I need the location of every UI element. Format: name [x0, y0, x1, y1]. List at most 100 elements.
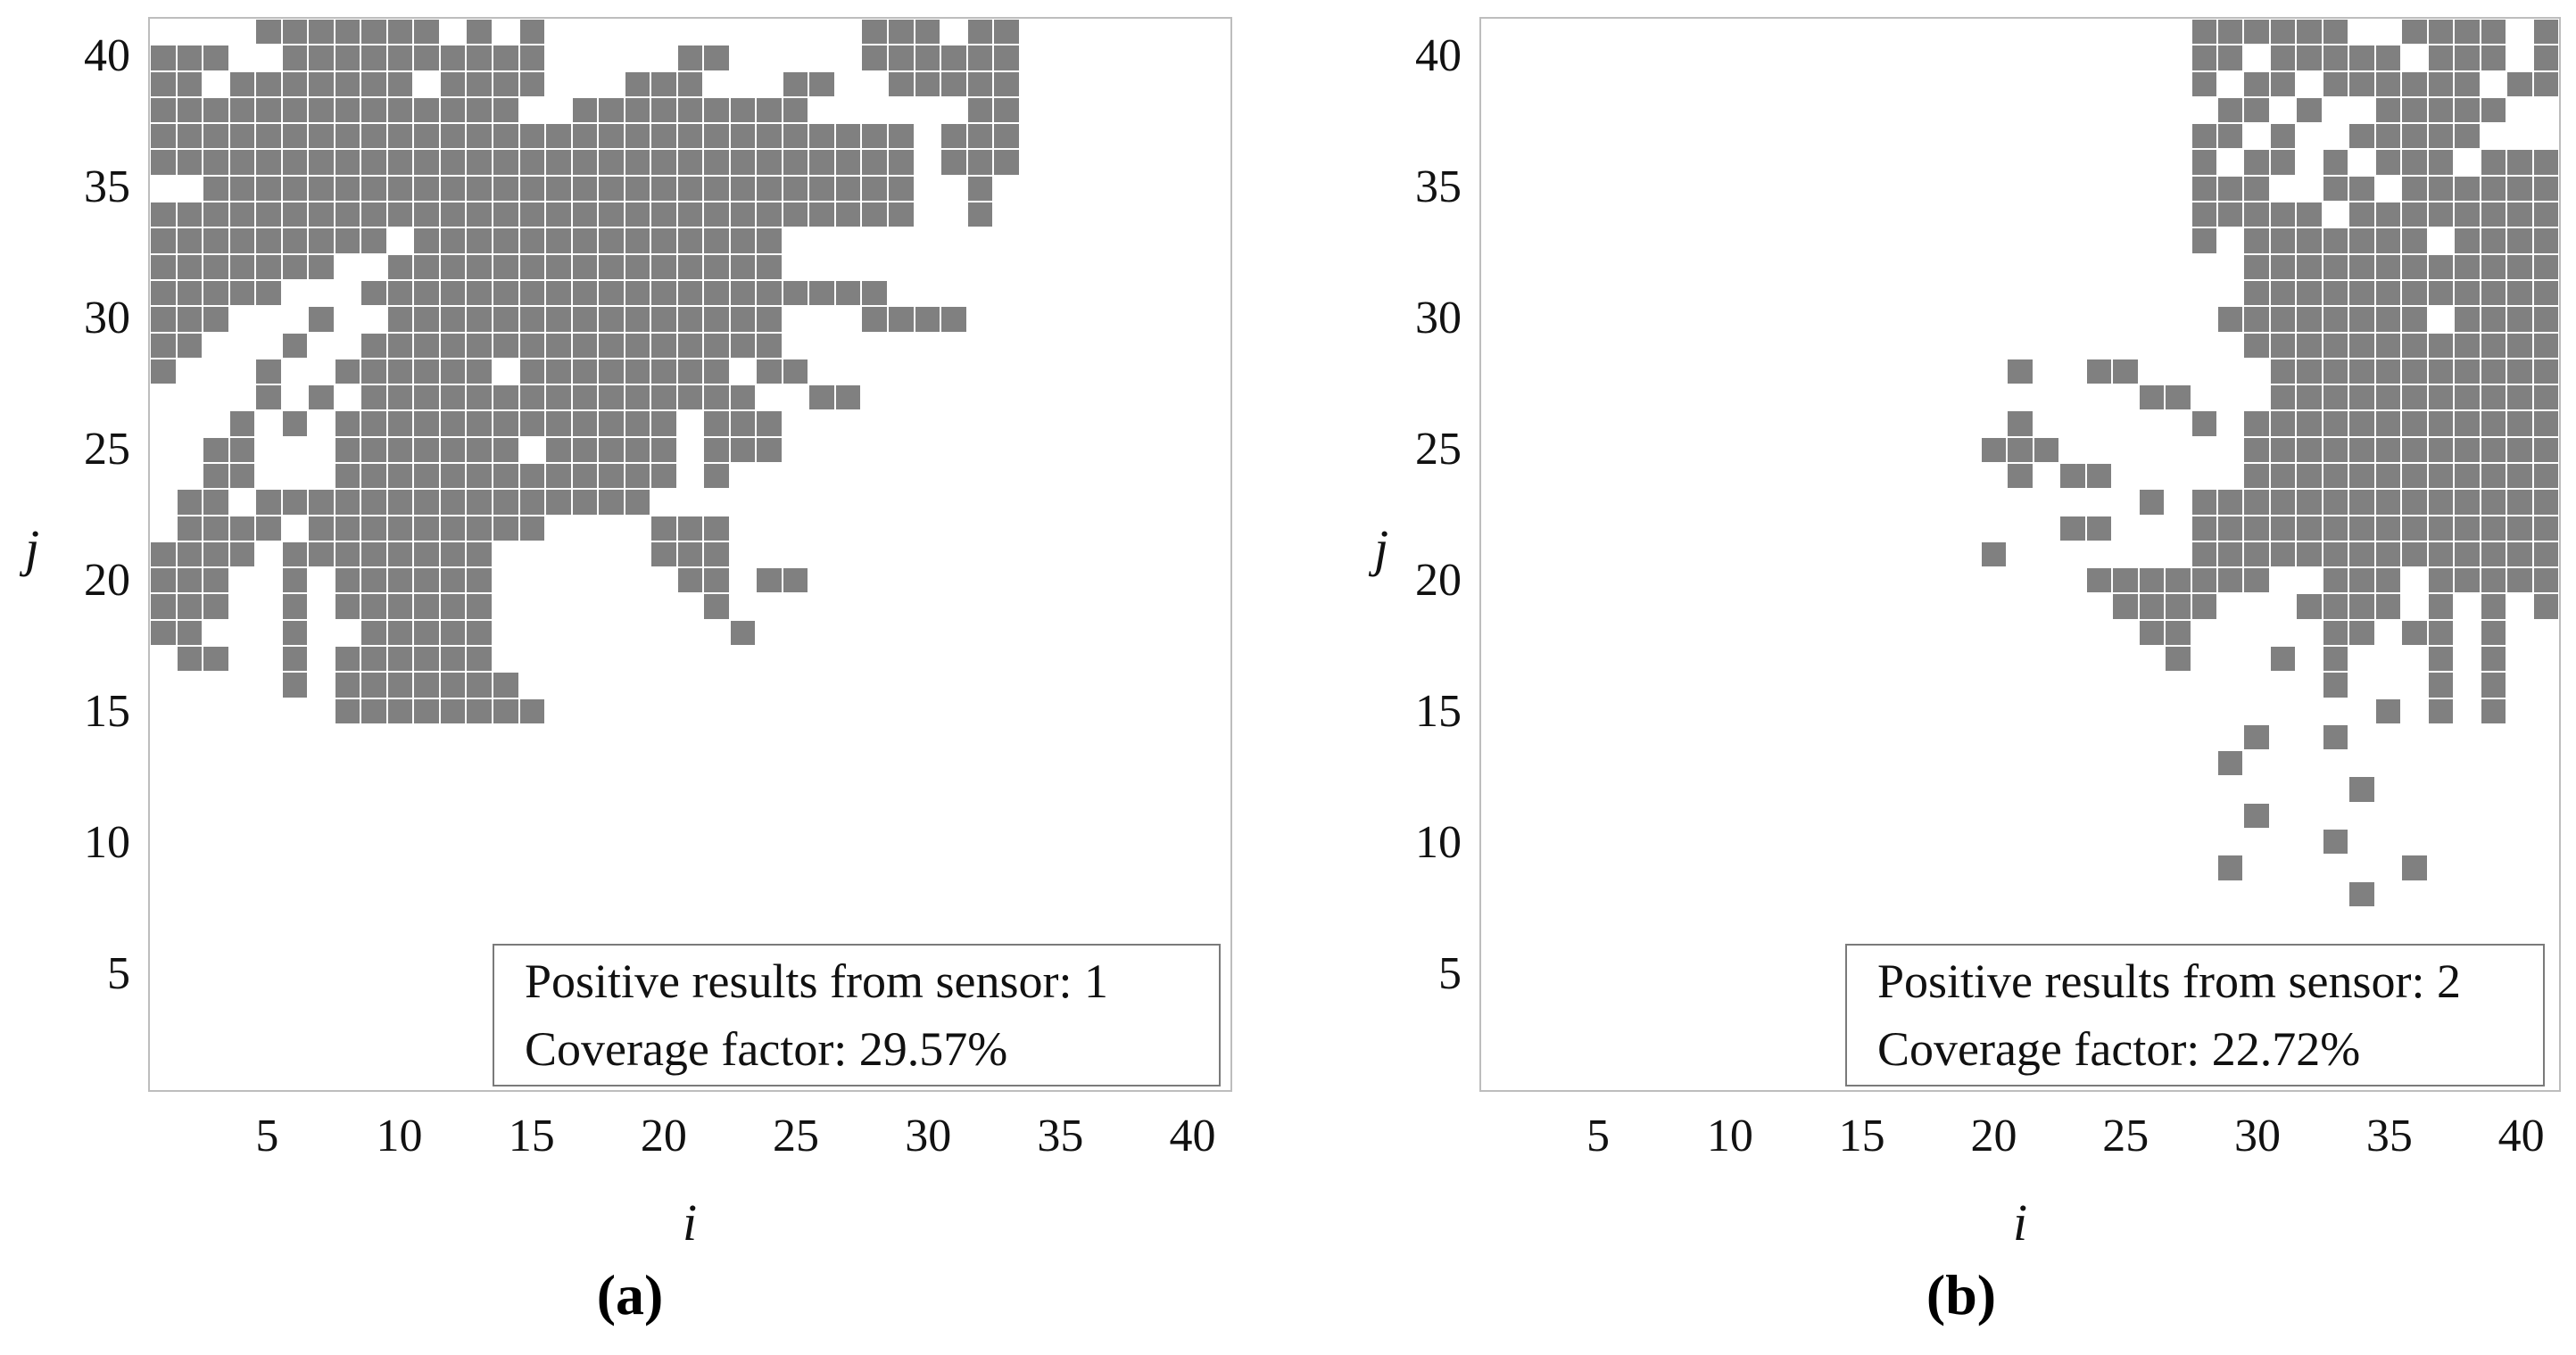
heatmap-cell	[650, 149, 677, 176]
heatmap-cell	[808, 123, 835, 150]
heatmap-cell	[571, 384, 599, 411]
heatmap-cell	[2374, 567, 2402, 594]
heatmap-cell	[966, 123, 994, 150]
heatmap-cell	[308, 45, 335, 71]
heatmap-cell	[598, 436, 625, 463]
heatmap-cell	[413, 175, 440, 202]
heatmap-cell	[492, 96, 519, 124]
heatmap-cell	[334, 96, 361, 124]
heatmap-cell	[281, 567, 309, 594]
heatmap-cell	[676, 96, 704, 124]
heatmap-cell	[545, 149, 572, 176]
heatmap-cell	[2480, 515, 2507, 541]
heatmap-cell	[2348, 410, 2375, 437]
heatmap-cell	[150, 202, 177, 228]
heatmap-cell	[834, 175, 862, 202]
heatmap-cell	[2348, 253, 2375, 280]
heatmap-cell	[2454, 279, 2481, 307]
heatmap-cell	[2138, 593, 2166, 620]
heatmap-cell	[834, 123, 862, 150]
heatmap-cell	[466, 70, 493, 97]
heatmap-cell	[2269, 646, 2297, 673]
heatmap-cell	[492, 672, 519, 698]
heatmap-cell	[281, 593, 309, 620]
heatmap-cell	[2243, 436, 2270, 463]
heatmap-cell	[2427, 149, 2455, 176]
heatmap-cell	[2296, 436, 2323, 463]
heatmap-cell	[2506, 70, 2533, 97]
heatmap-cell	[2322, 436, 2349, 463]
heatmap-cell	[386, 698, 414, 724]
heatmap-cell	[2322, 567, 2349, 594]
heatmap-cell	[2374, 698, 2402, 724]
heatmap-cell	[439, 253, 467, 280]
heatmap-cell	[150, 541, 177, 568]
heatmap-cell	[545, 332, 572, 359]
heatmap-cell	[2348, 306, 2375, 333]
heatmap-cell	[676, 70, 704, 97]
heatmap-cell	[2243, 202, 2270, 228]
heatmap-cell	[888, 70, 915, 97]
heatmap-cell	[571, 358, 599, 385]
heatmap-cell	[703, 462, 730, 490]
heatmap-cell	[756, 227, 783, 254]
heatmap-cell	[940, 306, 967, 333]
heatmap-cell	[2348, 384, 2375, 411]
x-tick-label: 15	[1838, 1111, 1885, 1161]
heatmap-cell	[2322, 723, 2349, 751]
heatmap-cell	[203, 567, 229, 594]
x-tick-label: 30	[905, 1111, 952, 1161]
heatmap-cell	[966, 149, 994, 176]
heatmap-cell	[2243, 802, 2270, 830]
heatmap-cell	[729, 202, 757, 228]
heatmap-cell	[2138, 384, 2166, 411]
y-tick-label: 35	[1415, 161, 1462, 213]
heatmap-cell	[2374, 96, 2402, 124]
heatmap-cell	[308, 253, 335, 280]
heatmap-cell	[2532, 593, 2559, 620]
heatmap-cell	[2322, 462, 2349, 490]
heatmap-cell	[334, 227, 361, 254]
heatmap-cell	[729, 149, 757, 176]
heatmap-cell	[2401, 70, 2428, 97]
heatmap-cell	[255, 515, 282, 541]
heatmap-cell	[676, 567, 704, 594]
x-tick-label: 25	[773, 1111, 820, 1161]
heatmap-cell	[360, 384, 387, 411]
heatmap-cell	[703, 149, 730, 176]
heatmap-cell	[334, 567, 361, 594]
heatmap-cell	[518, 149, 546, 176]
heatmap-cell	[413, 332, 440, 359]
heatmap-cell	[729, 384, 757, 411]
heatmap-cell	[2480, 384, 2507, 411]
heatmap-cell	[782, 279, 809, 307]
y-tick-label: 25	[84, 423, 130, 475]
heatmap-cell	[2322, 306, 2349, 333]
heatmap-cell	[703, 515, 730, 541]
heatmap-cell	[334, 70, 361, 97]
plot-a-legend-box: Positive results from sensor: 1 Coverage…	[493, 944, 1221, 1086]
heatmap-cell	[2480, 646, 2507, 673]
heatmap-cell	[2532, 175, 2559, 202]
heatmap-cell	[2269, 384, 2297, 411]
heatmap-cell	[2401, 541, 2428, 568]
heatmap-cell	[439, 175, 467, 202]
heatmap-cell	[228, 279, 256, 307]
heatmap-cell	[2506, 358, 2533, 385]
heatmap-cell	[150, 253, 177, 280]
heatmap-cell	[334, 358, 361, 385]
heatmap-cell	[281, 672, 309, 698]
y-tick-label: 40	[84, 30, 130, 82]
heatmap-cell	[2138, 489, 2166, 516]
heatmap-cell	[2480, 698, 2507, 724]
heatmap-cell	[2480, 619, 2507, 646]
heatmap-cell	[782, 358, 809, 385]
heatmap-cell	[2243, 410, 2270, 437]
heatmap-cell	[2296, 202, 2323, 228]
heatmap-cell	[703, 306, 730, 333]
heatmap-cell	[466, 227, 493, 254]
heatmap-cell	[2427, 672, 2455, 698]
heatmap-cell	[2427, 332, 2455, 359]
heatmap-cell	[993, 70, 1020, 97]
heatmap-cell	[176, 619, 203, 646]
